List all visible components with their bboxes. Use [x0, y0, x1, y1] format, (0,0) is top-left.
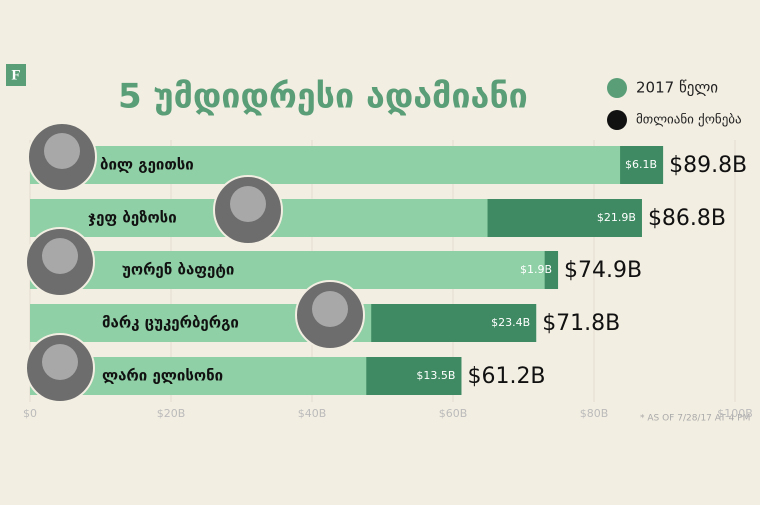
footnote: * AS OF 7/28/17 AT 4 PM [640, 414, 750, 424]
total-label: $74.9B [564, 258, 642, 283]
legend-label: მთლიანი ქონება [636, 113, 742, 128]
legend-dot [607, 110, 627, 130]
person-name: უორენ ბაფეტი [122, 261, 234, 279]
gain-label: $6.1B [625, 158, 657, 171]
gain-bar [371, 304, 537, 342]
x-tick-label: $80B [580, 407, 609, 420]
x-tick-label: $40B [298, 407, 327, 420]
portrait-face [230, 186, 266, 222]
logo-box [6, 64, 26, 86]
total-label: $61.2B [467, 364, 545, 389]
gain-bar [487, 199, 642, 237]
person-name: ლარი ელისონი [102, 367, 223, 385]
total-label: $71.8B [542, 311, 620, 336]
total-bar [30, 146, 664, 184]
person-name: მარკ ცუკერბერგი [102, 314, 239, 332]
gain-label: $1.9B [520, 263, 552, 276]
total-label: $89.8B [669, 153, 747, 178]
logo: F [11, 67, 20, 83]
total-label: $86.8B [648, 206, 726, 231]
total-bar [30, 251, 559, 289]
x-tick-label: $100B [717, 407, 753, 420]
gain-label: $23.4B [491, 316, 530, 329]
person-name: ჯეფ ბეზოსი [88, 209, 177, 227]
gain-bar [620, 146, 664, 184]
x-tick-label: $20B [157, 407, 186, 420]
legend-label: 2017 წელი [636, 79, 718, 97]
portrait-face [42, 344, 78, 380]
x-tick-label: $0 [23, 407, 37, 420]
chart-title: 5 უმდიდრესი ადამიანი [118, 77, 528, 117]
portrait-face [44, 133, 80, 169]
person-name: ბილ გეითსი [100, 156, 194, 174]
gain-bar [544, 251, 559, 289]
portrait-face [312, 291, 348, 327]
x-tick-label: $60B [439, 407, 468, 420]
gain-bar [366, 357, 462, 395]
legend-dot [607, 78, 627, 98]
gain-label: $21.9B [597, 211, 636, 224]
portrait-face [42, 238, 78, 274]
gain-label: $13.5B [416, 369, 455, 382]
